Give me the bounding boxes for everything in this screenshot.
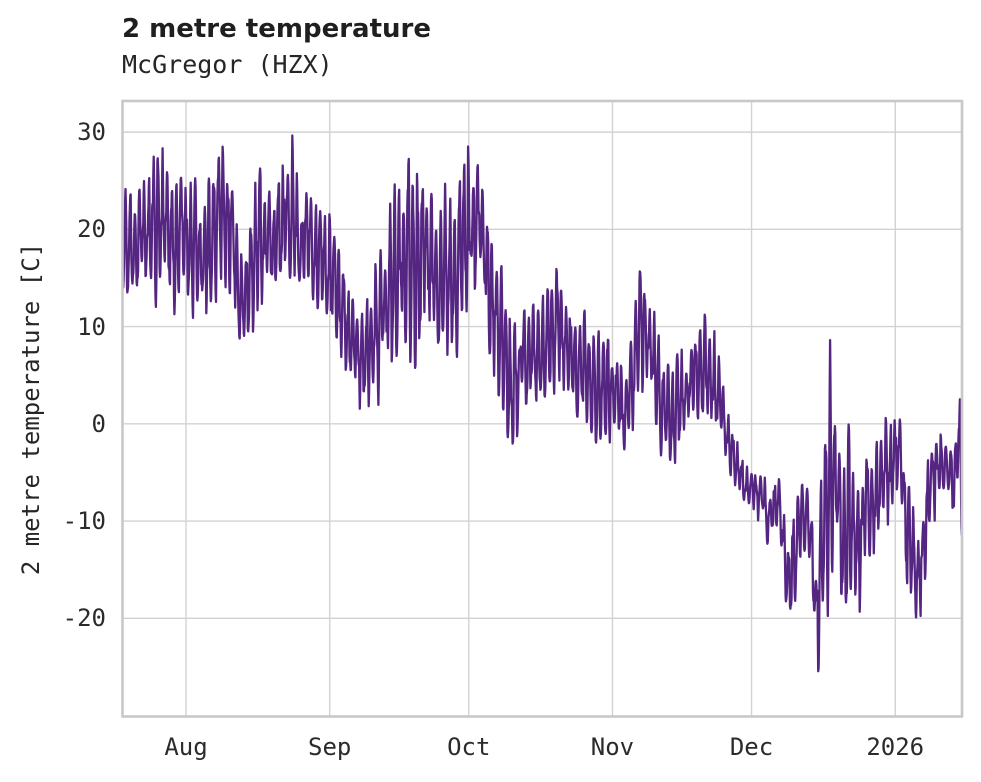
y-tick-label: -10 <box>62 507 106 536</box>
y-tick-label: -20 <box>62 604 106 633</box>
chart-title: 2 metre temperature <box>122 14 431 44</box>
gridlines <box>122 101 962 717</box>
x-tick-label: Nov <box>590 733 635 761</box>
x-tick-label: Aug <box>164 733 208 761</box>
x-tick-label: 2026 <box>866 733 925 761</box>
y-tick-label: 30 <box>77 118 106 147</box>
temperature-line <box>122 134 962 673</box>
x-tick-label: Dec <box>729 733 774 761</box>
x-tick-label: Oct <box>447 733 491 761</box>
chart-subtitle: McGregor (HZX) <box>122 50 333 79</box>
y-tick-label: 10 <box>77 312 106 341</box>
y-tick-label: 20 <box>77 215 106 244</box>
y-tick-label: 0 <box>91 409 106 438</box>
plot-border <box>121 99 964 718</box>
x-tick-label: Sep <box>308 733 352 761</box>
